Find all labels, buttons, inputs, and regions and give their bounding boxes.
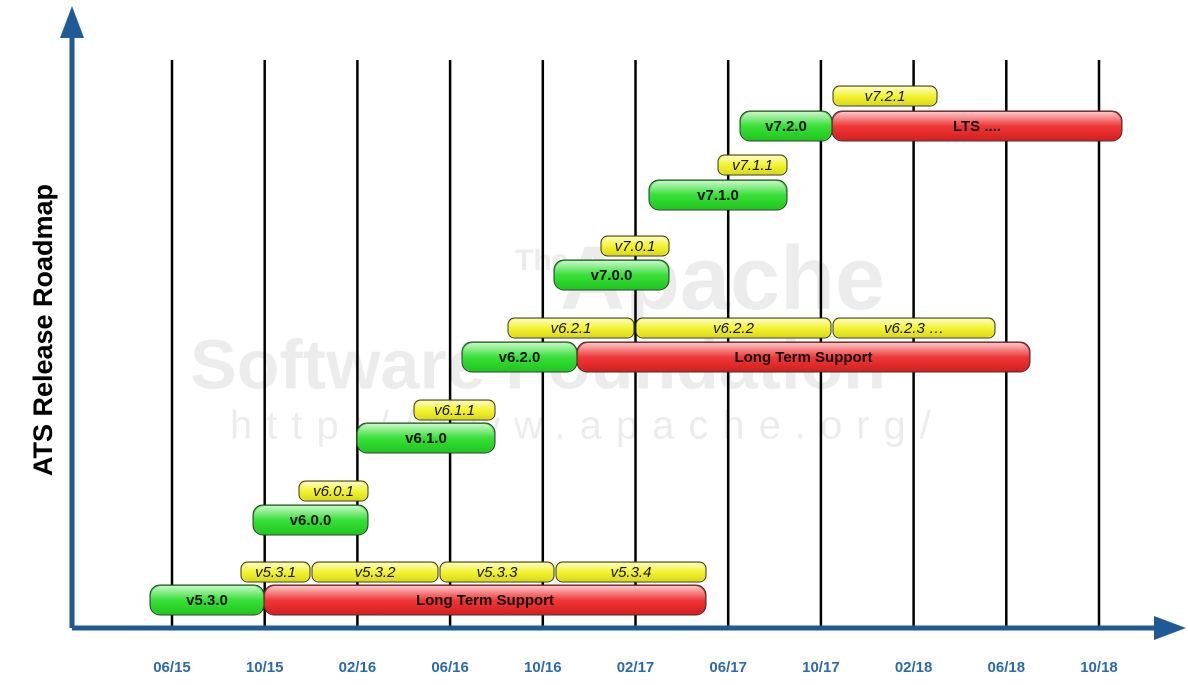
release-label: v6.0.0 (290, 512, 332, 529)
date-label: 02/18 (895, 659, 933, 676)
release: v7.1.1 (717, 154, 788, 176)
release: v7.0.0 (553, 259, 670, 291)
release-label: Long Term Support (416, 592, 554, 609)
release-gloss (242, 563, 309, 581)
date-label: 10/15 (246, 659, 284, 676)
y-arrow (60, 6, 84, 38)
release-gloss (254, 506, 367, 534)
release: Long Term Support (576, 341, 1031, 373)
release: v5.3.1 (240, 561, 311, 583)
release: v6.1.0 (356, 422, 496, 454)
release-gloss (415, 401, 494, 419)
release-label: v5.3.0 (186, 592, 228, 609)
release-gloss (555, 261, 668, 289)
release-label: v7.0.1 (615, 238, 656, 255)
axis-title: ATS Release Roadmap (28, 184, 58, 476)
release: v6.2.2 (635, 317, 832, 339)
release-label: v6.2.0 (499, 349, 541, 366)
release-gloss (358, 424, 494, 452)
date-label: 06/15 (153, 659, 191, 676)
date-label: 02/17 (617, 659, 655, 676)
release: v7.2.0 (739, 110, 833, 142)
release-gloss (602, 237, 668, 255)
release-label: v6.2.2 (713, 320, 755, 337)
release: v7.0.1 (600, 235, 670, 257)
release: v6.0.0 (252, 504, 369, 536)
release-gloss (300, 482, 367, 500)
date-label: 06/17 (709, 659, 747, 676)
release: v5.3.3 (439, 561, 555, 583)
x-arrow (1154, 616, 1186, 640)
release-label: v7.0.0 (591, 267, 633, 284)
release-gloss (650, 181, 786, 209)
release-label: v7.2.0 (765, 118, 807, 135)
release: v6.2.0 (461, 341, 578, 373)
release-gloss (834, 87, 936, 105)
date-label: 10/18 (1080, 659, 1118, 676)
release-label: v6.2.1 (551, 320, 592, 337)
release-gloss (833, 112, 1121, 140)
release-gloss (834, 319, 994, 337)
release: Long Term Support (263, 584, 707, 616)
release-gloss (265, 586, 705, 614)
release: v6.0.1 (298, 480, 369, 502)
release-label: v7.1.1 (732, 157, 773, 174)
release-label: v7.1.0 (697, 187, 739, 204)
release-label: v6.0.1 (313, 483, 354, 500)
release: v6.2.1 (507, 317, 635, 339)
release-gloss (313, 563, 437, 581)
date-label: 02/16 (339, 659, 377, 676)
release-gloss (509, 319, 633, 337)
release: v5.3.0 (149, 584, 265, 616)
release-gloss (151, 586, 263, 614)
release-label: v7.2.1 (865, 88, 906, 105)
release-label: v5.3.3 (477, 564, 519, 581)
release-label: v6.1.1 (434, 402, 475, 419)
date-label: 10/17 (802, 659, 840, 676)
date-label: 06/18 (988, 659, 1026, 676)
release-label: Long Term Support (734, 349, 872, 366)
release-label: v5.3.2 (355, 564, 397, 581)
release-gloss (637, 319, 830, 337)
release: v7.1.0 (648, 179, 788, 211)
release-label: v5.3.4 (611, 564, 652, 581)
release: LTS .... (831, 110, 1123, 142)
release-gloss (557, 563, 705, 581)
date-label: 10/16 (524, 659, 562, 676)
release-gloss (578, 343, 1029, 371)
release-gloss (463, 343, 576, 371)
release-label: v5.3.1 (255, 564, 296, 581)
release-label: v6.1.0 (405, 430, 447, 447)
release: v5.3.2 (311, 561, 439, 583)
release: v5.3.4 (555, 561, 707, 583)
release-gloss (741, 112, 831, 140)
release-gloss (441, 563, 553, 581)
release: v6.2.3 … (832, 317, 996, 339)
release-label: LTS .... (953, 118, 1001, 135)
release-label: v6.2.3 … (884, 320, 944, 337)
release: v7.2.1 (832, 85, 938, 107)
release-gloss (719, 156, 786, 174)
date-label: 06/16 (431, 659, 469, 676)
release: v6.1.1 (413, 399, 496, 421)
watermark-url: http://www.apache.org/ (230, 404, 945, 448)
